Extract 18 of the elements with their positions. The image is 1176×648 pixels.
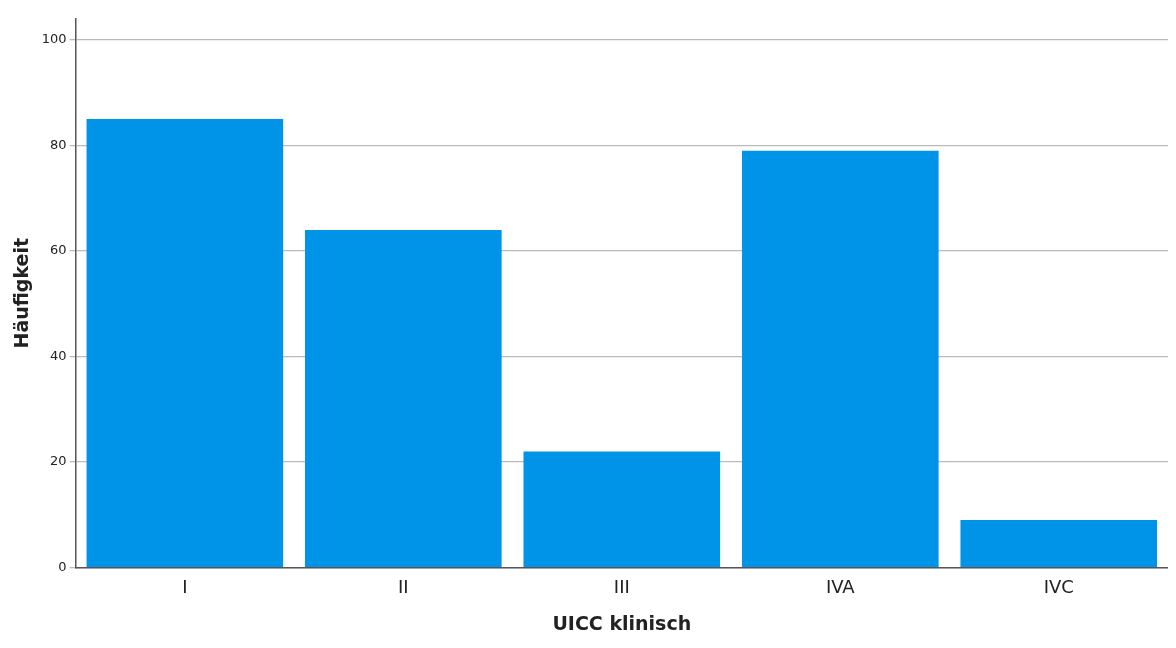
y-axis-title: Häufigkeit <box>10 237 33 349</box>
bar <box>741 150 939 567</box>
x-tick-label: I <box>182 576 188 598</box>
bar <box>305 229 502 567</box>
x-tick-label: II <box>398 576 409 598</box>
y-tick-label: 0 <box>58 558 67 574</box>
x-axis-title: UICC klinisch <box>552 611 692 634</box>
y-tick-label: 20 <box>50 453 67 469</box>
y-tick-label: 80 <box>50 136 67 152</box>
bar <box>86 119 284 567</box>
x-tick-label: IVC <box>1043 576 1074 598</box>
bar <box>523 451 721 567</box>
y-tick-label: 100 <box>41 31 67 47</box>
bar <box>960 520 1158 567</box>
x-tick-label: III <box>613 576 630 598</box>
x-tick-label: IVA <box>825 576 856 598</box>
y-tick-label: 40 <box>50 347 67 363</box>
y-tick-label: 60 <box>50 242 67 258</box>
